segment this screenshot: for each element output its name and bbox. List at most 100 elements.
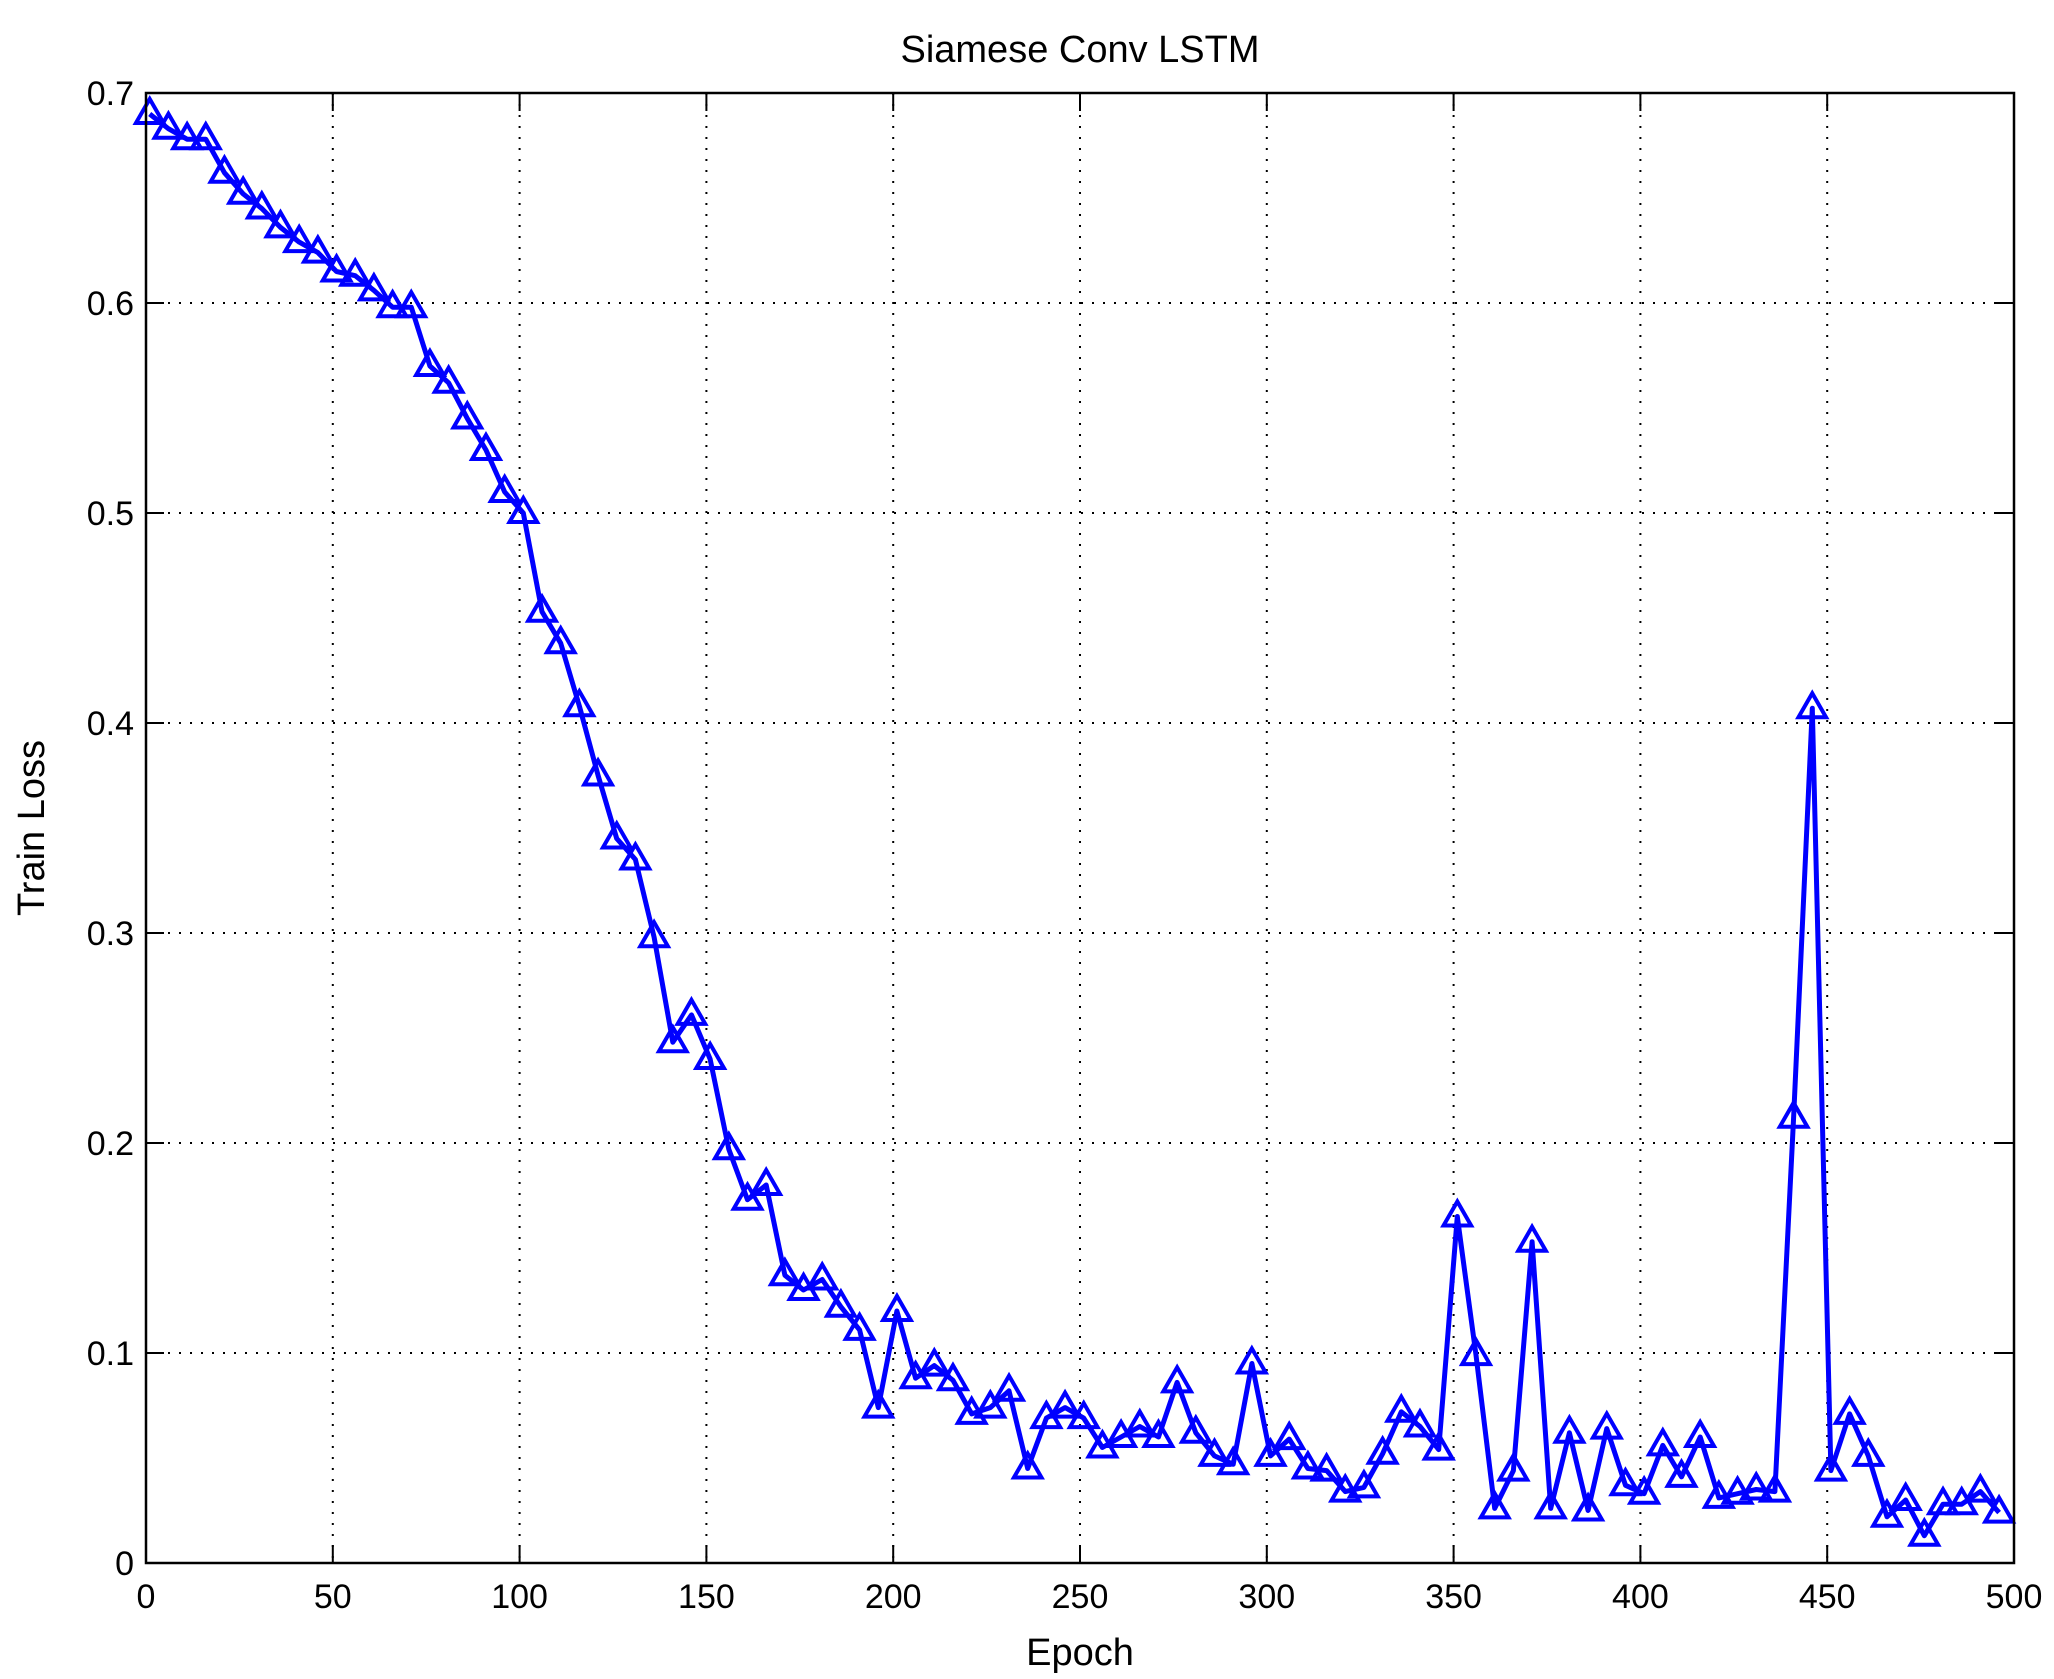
data-point-marker: [1178, 1413, 1214, 1444]
data-point-marker: [748, 1165, 784, 1196]
data-point-marker: [1122, 1407, 1158, 1438]
data-point-marker: [1720, 1474, 1755, 1505]
data-point-marker: [1327, 1472, 1363, 1503]
data-point-marker: [1197, 1436, 1232, 1467]
data-point-marker: [468, 430, 504, 461]
data-point-marker: [636, 918, 672, 949]
data-point-marker: [879, 1291, 915, 1322]
data-point-marker: [1440, 1197, 1475, 1228]
data-point-marker: [412, 346, 448, 377]
data-point-marker: [1402, 1407, 1438, 1438]
y-tick-label: 0.1: [87, 1335, 134, 1373]
data-point-marker: [1253, 1436, 1288, 1467]
data-point-marker: [1066, 1399, 1101, 1430]
data-point-marker: [1234, 1344, 1270, 1375]
data-point-marker: [1907, 1516, 1942, 1547]
data-point-marker: [487, 472, 522, 503]
chart-title: Siamese Conv LSTM: [900, 29, 1259, 71]
data-point-marker: [375, 288, 410, 319]
data-point-marker: [1776, 1098, 1811, 1129]
data-point-marker: [431, 363, 466, 394]
data-point-marker: [1664, 1457, 1699, 1488]
data-point-marker: [543, 624, 578, 655]
data-point-marker: [393, 288, 429, 319]
data-point-marker: [1514, 1222, 1550, 1253]
data-point-marker: [1851, 1436, 1886, 1467]
data-point-marker: [599, 819, 634, 850]
data-point-marker: [1421, 1430, 1456, 1461]
data-point-marker: [207, 153, 242, 184]
data-point-marker: [1701, 1478, 1737, 1509]
y-tick-label: 0: [115, 1545, 134, 1583]
data-point-marker: [1477, 1489, 1512, 1520]
data-point-marker: [169, 120, 205, 151]
data-point-marker: [973, 1388, 1008, 1419]
data-point-marker: [281, 223, 317, 254]
data-point-marker: [823, 1287, 859, 1318]
data-point-marker: [1608, 1466, 1643, 1497]
data-point-marker: [1533, 1489, 1568, 1520]
x-tick-label: 300: [1238, 1578, 1295, 1616]
plot-frame: [144, 91, 2016, 1565]
data-point-marker: [1346, 1468, 1382, 1499]
data-point-marker: [1047, 1388, 1083, 1419]
data-point-marker: [1496, 1451, 1531, 1482]
data-point-marker: [1141, 1417, 1176, 1448]
data-point-marker: [1794, 689, 1830, 720]
data-point-marker: [674, 995, 709, 1026]
data-point-marker: [1365, 1434, 1400, 1465]
data-point-marker: [151, 109, 186, 140]
data-point-marker: [319, 252, 354, 283]
data-point-marker: [263, 208, 298, 239]
data-point-marker: [692, 1039, 728, 1070]
data-point-marker: [991, 1371, 1027, 1402]
data-point-marker: [1963, 1472, 1998, 1503]
data-series: [132, 94, 2017, 1547]
data-point-marker: [618, 840, 653, 871]
data-point-marker: [506, 493, 541, 524]
x-axis-label: Epoch: [1026, 1632, 1134, 1674]
data-point-marker: [225, 174, 261, 205]
x-tick-labels: 0 50 100 150 200 250 300 350 400 450 500: [137, 1578, 2043, 1616]
data-point-marker: [1626, 1474, 1662, 1505]
data-point-marker: [711, 1130, 747, 1161]
data-point-marker: [1010, 1449, 1045, 1480]
data-point-marker: [580, 756, 616, 787]
x-tick-label: 150: [678, 1578, 735, 1616]
data-point-marker: [1813, 1451, 1849, 1482]
data-point-marker: [767, 1256, 803, 1287]
data-point-marker: [804, 1260, 840, 1291]
data-point-marker: [244, 189, 280, 220]
data-point-marker: [1738, 1470, 1774, 1501]
y-tick-labels: 0 0.1 0.2 0.3 0.4 0.5 0.6 0.7: [87, 75, 134, 1583]
data-point-marker: [356, 271, 392, 302]
data-point-marker: [1589, 1409, 1625, 1440]
y-axis-label: Train Loss: [11, 740, 53, 916]
data-point-marker: [1215, 1445, 1251, 1476]
data-point-marker: [1570, 1491, 1606, 1522]
y-tick-label: 0.4: [87, 705, 134, 743]
grid: [146, 93, 2014, 1563]
data-point-marker: [1757, 1472, 1793, 1503]
data-point-marker: [300, 233, 336, 264]
x-tick-label: 200: [865, 1578, 922, 1616]
y-tick-label: 0.2: [87, 1125, 134, 1163]
x-tick-label: 100: [491, 1578, 548, 1616]
data-point-marker: [562, 687, 597, 718]
x-tick-label: 500: [1986, 1578, 2043, 1616]
x-tick-label: 50: [314, 1578, 352, 1616]
data-point-marker: [1832, 1394, 1867, 1425]
y-tick-label: 0.6: [87, 285, 134, 323]
data-point-marker: [1552, 1413, 1587, 1444]
data-point-marker: [842, 1310, 877, 1341]
data-point-marker: [1869, 1497, 1905, 1528]
data-point-marker: [1309, 1451, 1344, 1482]
data-point-marker: [450, 399, 485, 430]
data-point-marker: [1645, 1426, 1681, 1457]
data-point-marker: [935, 1361, 971, 1392]
data-point-marker: [337, 256, 373, 287]
x-tick-label: 450: [1799, 1578, 1856, 1616]
data-point-marker: [1159, 1363, 1195, 1394]
data-point-marker: [1458, 1336, 1494, 1367]
